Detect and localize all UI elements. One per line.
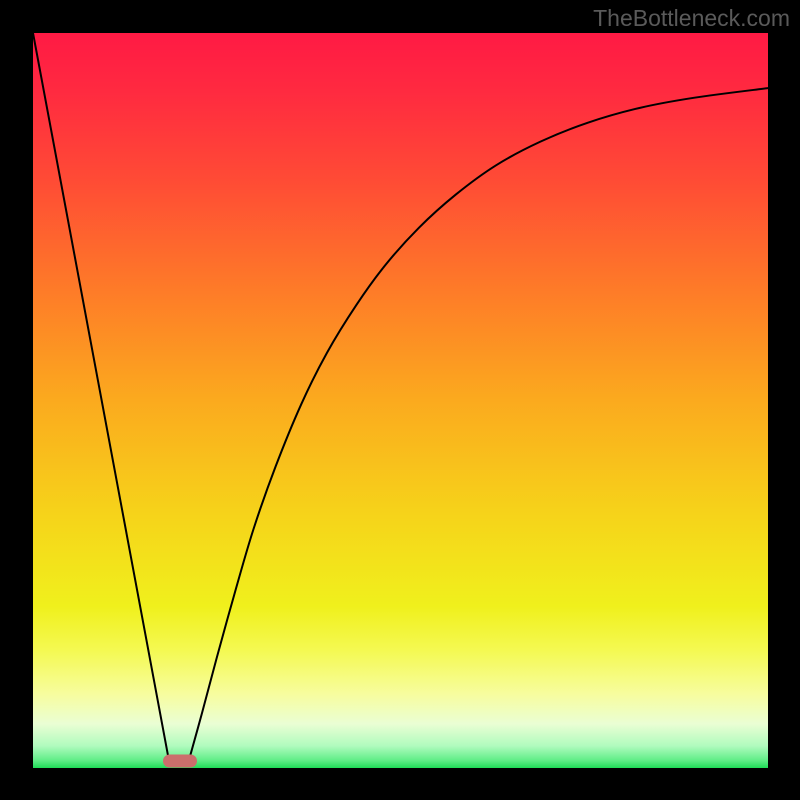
chart-container: TheBottleneck.com	[0, 0, 800, 800]
plot-svg	[33, 33, 768, 768]
gradient-background	[33, 33, 768, 768]
watermark-text: TheBottleneck.com	[593, 5, 790, 32]
series-marker	[163, 754, 197, 767]
plot-area	[33, 33, 768, 768]
